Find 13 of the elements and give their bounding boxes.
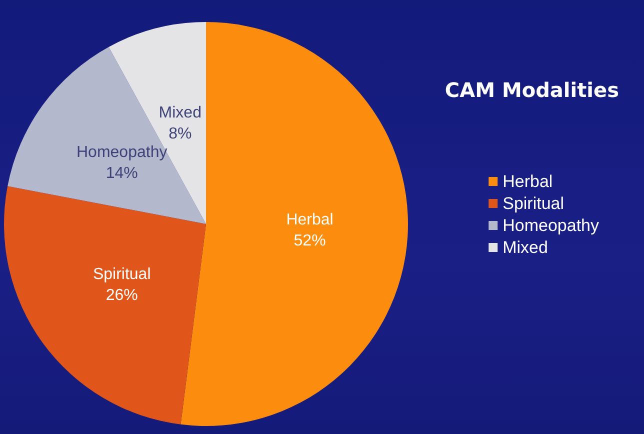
legend-label: Spiritual — [502, 194, 564, 213]
data-label: 26% — [106, 287, 138, 304]
legend-label: Mixed — [502, 238, 548, 257]
data-label: 8% — [168, 125, 192, 142]
slice-label: Homeopathy — [76, 144, 168, 161]
data-label: 52% — [294, 232, 326, 250]
legend-label: Homeopathy — [502, 216, 600, 235]
text: CAM Modalities — [444, 78, 620, 102]
slice-label: Herbal — [286, 212, 334, 229]
slice-label: Mixed — [158, 104, 202, 122]
slice-label: Spiritual — [92, 266, 151, 284]
data-label: 14% — [106, 164, 138, 182]
legend-label: Herbal — [502, 172, 553, 191]
